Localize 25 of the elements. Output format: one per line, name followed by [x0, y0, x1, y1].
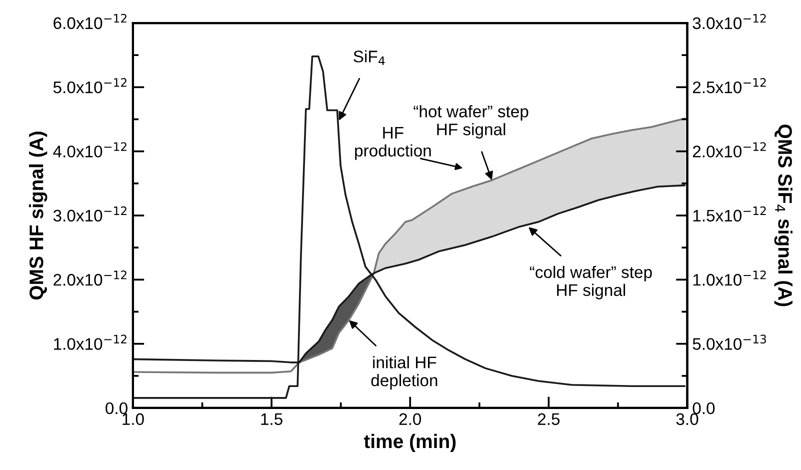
annotation: initial HF depletion — [371, 356, 438, 390]
y2-tick-label: 3.0x10$^{−12}$ — [692, 14, 766, 30]
annotation: “cold wafer” step HF signal — [530, 266, 652, 300]
x-tick-label: 2.5 — [538, 413, 560, 426]
y-tick-label: 0.0 — [106, 402, 128, 414]
x-axis-title: time (min) — [364, 434, 456, 452]
x-tick-label: 1.0 — [122, 413, 144, 426]
y-tick-label: 2.0x10$^{−12}$ — [54, 270, 126, 286]
y2-tick-label: 5.0x10$^{−13}$ — [692, 334, 766, 350]
y2-tick-label: 2.5x10$^{−12}$ — [692, 78, 766, 94]
y-tick-label: 4.0x10$^{−12}$ — [53, 142, 126, 158]
x-tick-label: 2.0 — [399, 413, 422, 426]
y-tick-label: 5.0x10$^{−12}$ — [53, 78, 126, 94]
x-tick-label: 1.5 — [261, 413, 282, 426]
y-tick-label: 3.0x10$^{−12}$ — [53, 206, 126, 222]
x-tick-label: 3.0 — [676, 413, 698, 426]
y2-tick-label: 1.5x10$^{−12}$ — [693, 206, 766, 222]
y-tick-label: 1.0x10$^{−12}$ — [54, 334, 126, 350]
y-tick-label: 6.0x10$^{−12}$ — [54, 14, 126, 30]
y2-tick-label: 2.0x10$^{−12}$ — [692, 142, 766, 158]
y-axis-title: QMS HF signal (A) — [29, 132, 48, 300]
y2-axis-title: QMS SiF$_{4}$ signal (A) — [774, 124, 792, 306]
y2-tick-label: 0.0 — [692, 402, 715, 414]
y2-tick-label: 1.0x10$^{−12}$ — [693, 270, 766, 286]
annotation: SiF$_{4}$ — [354, 50, 385, 65]
